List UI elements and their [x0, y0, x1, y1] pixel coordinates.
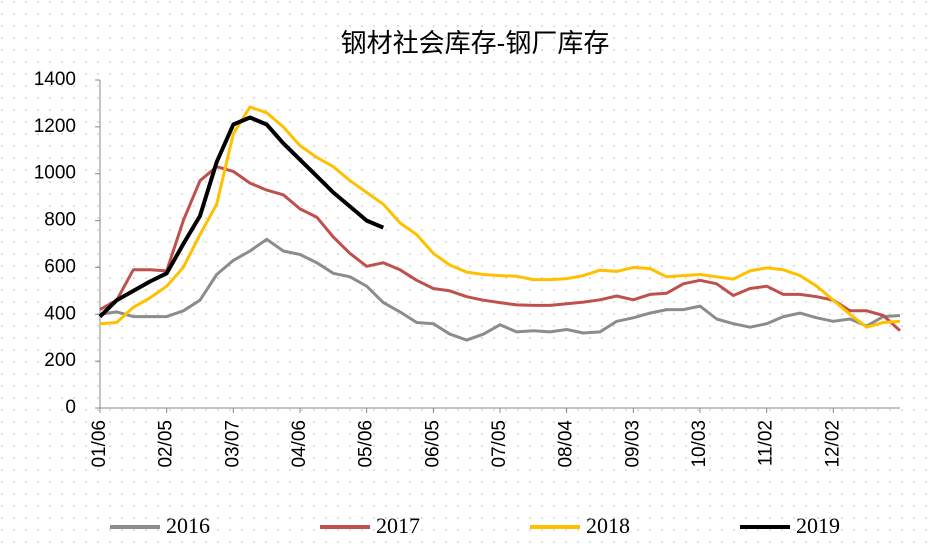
chart-title: 钢材社会库存-钢厂库存 [341, 28, 610, 58]
legend-label: 2019 [796, 513, 840, 538]
x-tick-label: 09/03 [622, 420, 643, 468]
x-tick-label: 03/07 [222, 420, 243, 468]
x-tick-label: 04/06 [289, 420, 310, 468]
series-line [98, 115, 385, 319]
y-tick-label: 800 [44, 210, 76, 231]
y-tick-label: 0 [65, 397, 76, 418]
x-tick-label: 07/05 [489, 420, 510, 468]
x-tick-label: 05/06 [356, 420, 377, 468]
y-tick-label: 200 [44, 350, 76, 371]
x-tick-label: 01/06 [89, 420, 110, 468]
x-tick-label: 08/04 [556, 420, 577, 468]
x-tick-label: 12/02 [822, 420, 843, 468]
y-tick-label: 400 [44, 303, 76, 324]
x-tick-label: 11/02 [756, 420, 777, 466]
x-tick-label: 06/05 [422, 420, 443, 468]
y-tick-label: 1000 [34, 163, 76, 184]
y-tick-label: 1200 [34, 116, 76, 137]
series-line [99, 237, 901, 342]
legend-label: 2016 [166, 513, 210, 538]
series-line [99, 105, 901, 329]
legend-label: 2017 [376, 513, 420, 538]
x-tick-label: 10/03 [689, 420, 710, 468]
y-tick-label: 600 [44, 256, 76, 277]
series-line [99, 165, 902, 332]
y-tick-label: 1400 [34, 69, 76, 90]
x-tick-label: 02/05 [156, 420, 177, 468]
legend-label: 2018 [586, 513, 630, 538]
